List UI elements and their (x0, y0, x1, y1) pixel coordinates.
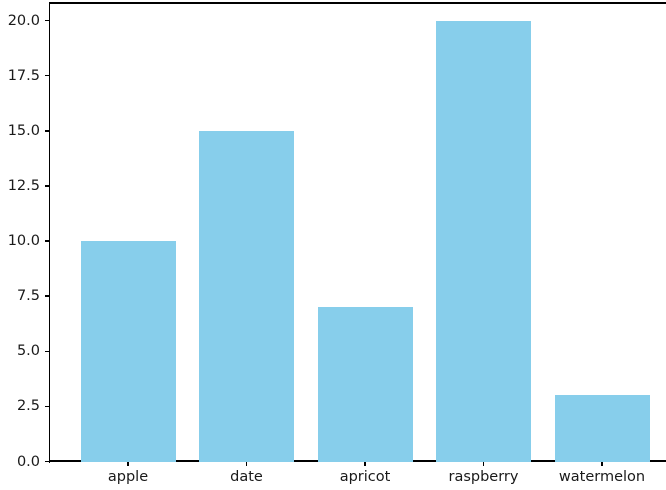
y-tick-label: 12.5 (7, 177, 40, 194)
y-tick-mark (44, 460, 49, 463)
x-tick-mark (601, 461, 603, 466)
y-tick-mark (44, 240, 49, 242)
x-tick-label-apple: apple (107, 469, 149, 485)
axis-spine-top (48, 2, 666, 4)
y-tick-mark (44, 350, 49, 352)
y-tick-label: 15.0 (7, 122, 40, 139)
y-tick-mark (44, 130, 49, 132)
y-tick-mark (44, 185, 49, 187)
bar-watermelon (554, 395, 650, 462)
y-tick-mark (44, 74, 49, 77)
y-tick-mark (44, 19, 49, 22)
y-tick-label: 5.0 (16, 343, 40, 360)
x-tick-mark (127, 461, 129, 466)
bar-date (199, 130, 294, 462)
x-tick-label-apricot: apricot (339, 469, 391, 485)
y-tick-label: 17.5 (7, 67, 40, 84)
y-tick-mark (44, 295, 49, 297)
x-tick-mark (482, 461, 485, 466)
axis-spine-left (48, 2, 50, 463)
y-tick-label: 20.0 (7, 12, 40, 29)
y-tick-label: 0.0 (16, 453, 40, 470)
bar-apricot (317, 307, 413, 462)
y-tick-label: 10.0 (7, 233, 40, 249)
y-tick-mark (44, 405, 49, 408)
x-tick-mark (364, 461, 366, 466)
bar-apple (80, 241, 176, 462)
x-tick-label-raspberry: raspberry (448, 469, 519, 485)
y-tick-label: 2.5 (16, 398, 40, 415)
x-tick-label-watermelon: watermelon (558, 469, 646, 485)
bar-raspberry (436, 20, 531, 462)
y-tick-label: 7.5 (16, 288, 40, 305)
x-tick-label-date: date (230, 469, 263, 485)
plot-area (50, 4, 666, 462)
x-tick-mark (245, 461, 248, 466)
